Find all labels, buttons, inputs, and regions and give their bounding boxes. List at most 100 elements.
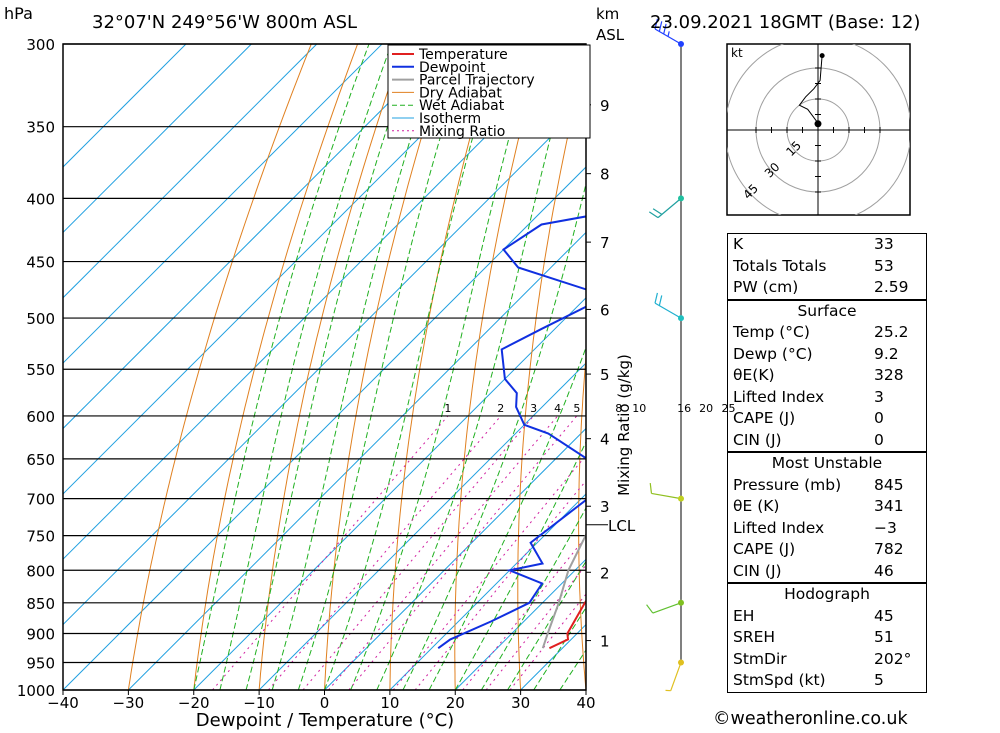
- index-value: 33: [874, 235, 894, 254]
- km-tick-label: 6: [600, 301, 610, 319]
- index-label: K: [733, 235, 744, 254]
- mixing-ratio-label: 25: [721, 402, 735, 415]
- wind-barb-staff: [652, 602, 682, 614]
- legend-entry: Mixing Ratio: [419, 124, 505, 140]
- pressure-tick-label: 950: [26, 654, 55, 672]
- legend-entry: Dewpoint: [419, 60, 486, 76]
- wind-barb-flag: [652, 208, 663, 215]
- index-value: 9.2: [874, 344, 899, 363]
- wind-level-dot: [678, 315, 684, 322]
- index-label: CAPE (J): [733, 409, 796, 428]
- parcel-trajectory-line: [541, 532, 586, 649]
- index-value: 53: [874, 256, 894, 275]
- index-label: Dewp (°C): [733, 344, 813, 363]
- wind-level-dot: [678, 599, 684, 606]
- pressure-tick-label: 900: [26, 625, 55, 643]
- temperature-tick-label: −20: [178, 694, 210, 712]
- dry-adiabat-line: [695, 44, 729, 690]
- mixing-ratio-label: 4: [554, 402, 561, 415]
- index-row: Totals Totals 53: [728, 256, 927, 278]
- mixing-ratio-label: 16: [677, 402, 691, 415]
- index-row: Temp (°C) 25.2: [728, 322, 927, 344]
- index-label: Temp (°C): [733, 323, 810, 342]
- pressure-tick-label: 450: [26, 254, 55, 272]
- wind-barb-staff: [670, 662, 682, 691]
- isotherm-line: [63, 44, 252, 234]
- mixing-ratio-label: 3: [530, 402, 537, 415]
- profiles: [437, 215, 586, 650]
- index-value: 0: [874, 430, 884, 449]
- index-row: Lifted Index 3: [728, 387, 927, 409]
- pressure-tick-label: 500: [26, 310, 55, 328]
- mixing-ratio-line: [212, 415, 449, 690]
- isotherm-line: [63, 166, 586, 690]
- wind-barb: [654, 18, 684, 47]
- indices-panel: K 33 Totals Totals 53 PW (cm) 2.59 Surface Te…: [727, 233, 927, 693]
- index-row: SREH 51: [728, 627, 927, 649]
- wind-barb-half-flag: [667, 31, 670, 37]
- mixing-ratio-line: [328, 415, 559, 690]
- index-value: 341: [874, 497, 904, 516]
- wind-barb-flag: [663, 23, 667, 35]
- index-label: StmDir: [733, 649, 787, 668]
- temperature-tick-label: −10: [243, 694, 275, 712]
- location-title: 32°07'N 249°56'W 800m ASL: [92, 12, 357, 33]
- km-unit-label: km: [596, 5, 619, 23]
- wind-barb: [665, 659, 684, 692]
- wind-barb-flag: [654, 292, 659, 304]
- wind-barb-flag: [649, 482, 653, 494]
- hodograph-table: Hodograph EH 45 SREH 51 StmDir 202° StmSpd (kt…: [727, 583, 927, 693]
- index-value: 3: [874, 387, 884, 406]
- index-row: Lifted Index −3: [728, 518, 927, 540]
- pressure-tick-label: 550: [26, 361, 55, 379]
- wet-adiabat-line: [219, 44, 392, 690]
- index-label: SREH: [733, 628, 776, 647]
- pressure-tick-label: 650: [26, 451, 55, 469]
- pressure-tick-label: 1000: [17, 682, 55, 700]
- index-value: 782: [874, 540, 904, 559]
- wind-level-dot: [678, 41, 684, 47]
- wet-adiabat-line: [350, 44, 536, 690]
- index-label: EH: [733, 606, 755, 625]
- km-tick-label: 7: [600, 234, 610, 252]
- km-tick-label: 4: [600, 431, 610, 449]
- wind-barb-staff: [651, 492, 682, 500]
- dewpoint-line: [437, 215, 586, 650]
- mixing-ratio-axis-label: Mixing Ratio (g/kg): [615, 354, 633, 496]
- index-label: Totals Totals: [733, 256, 827, 275]
- wet-adiabat-line: [454, 440, 586, 690]
- wet-adiabat-line: [480, 506, 586, 690]
- legend-entry: Temperature: [418, 47, 508, 63]
- wind-barb-flag: [658, 21, 663, 32]
- legend-entry: Wet Adiabat: [419, 98, 505, 114]
- wind-level-dot: [678, 195, 684, 202]
- index-row: CAPE (J) 782: [728, 539, 927, 561]
- mixing-ratio-labels: 1 2 3 4 5 8 10 16 20 25: [444, 402, 735, 415]
- wind-barb: [648, 195, 684, 219]
- index-value: 2.59: [874, 278, 909, 297]
- pressure-tick-label: 400: [26, 190, 55, 208]
- km-tick-label: 1: [600, 633, 610, 651]
- wind-barb-flag: [658, 295, 663, 306]
- wind-level-dot: [678, 659, 684, 666]
- isotherm-line: [63, 44, 448, 430]
- wind-barb-flag: [646, 604, 654, 614]
- hodograph-unit-label: kt: [731, 46, 743, 60]
- hodograph-origin-dot: [814, 120, 822, 128]
- index-row: CIN (J) 0: [728, 430, 927, 452]
- index-label: CAPE (J): [733, 540, 796, 559]
- hodograph-end-dot: [819, 53, 825, 59]
- surface-title: Surface: [727, 299, 927, 322]
- mixing-ratio-label: 1: [444, 402, 451, 415]
- index-row: θE (K) 341: [728, 496, 927, 518]
- index-value: 845: [874, 475, 904, 494]
- axes: 3003504004505005506006507007508008509009…: [17, 36, 636, 712]
- hpa-unit-label: hPa: [4, 4, 33, 23]
- mixing-ratio-line: [268, 415, 502, 690]
- isotherm-line: [258, 362, 586, 690]
- mixing-ratio-label: 2: [497, 402, 504, 415]
- index-row: K 33: [728, 234, 927, 256]
- wet-adiabat-line: [245, 44, 416, 690]
- index-row: CIN (J) 46: [728, 561, 927, 583]
- dry-adiabat-line: [638, 44, 682, 690]
